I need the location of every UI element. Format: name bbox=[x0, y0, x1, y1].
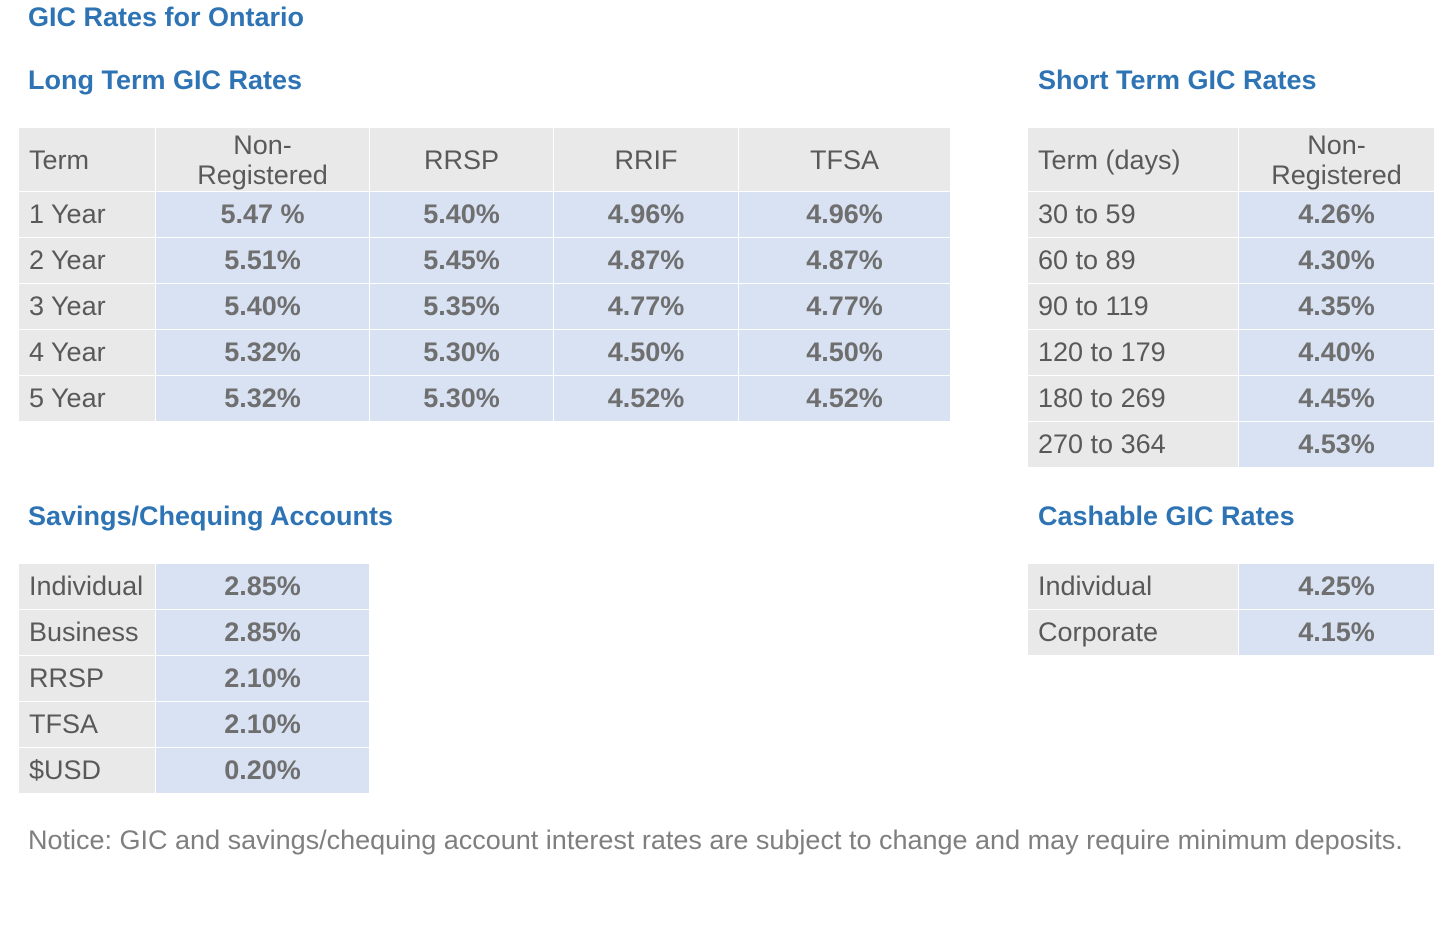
rate-cell: 4.96% bbox=[553, 191, 739, 238]
table-row: 120 to 179 4.40% bbox=[1027, 329, 1435, 376]
header-non-registered-label: Non- Registered bbox=[1271, 129, 1402, 190]
cashable-table: Individual 4.25% Corporate 4.15% bbox=[1027, 563, 1435, 656]
rate-cell: 4.26% bbox=[1238, 191, 1435, 238]
rate-cell: 5.32% bbox=[155, 375, 370, 422]
table-row: 90 to 119 4.35% bbox=[1027, 283, 1435, 330]
rate-cell: 5.30% bbox=[369, 375, 554, 422]
rate-cell: 5.51% bbox=[155, 237, 370, 284]
short-term-table: Term (days) Non- Registered 30 to 59 4.2… bbox=[1027, 127, 1435, 468]
term-cell: 180 to 269 bbox=[1027, 375, 1239, 422]
rate-cell: 5.40% bbox=[155, 283, 370, 330]
rate-cell: 0.20% bbox=[155, 747, 370, 794]
table-row: 5 Year 5.32% 5.30% 4.52% 4.52% bbox=[18, 375, 951, 422]
short-term-header-term: Term (days) bbox=[1027, 127, 1239, 192]
term-cell: 270 to 364 bbox=[1027, 421, 1239, 468]
rate-cell: 4.52% bbox=[553, 375, 739, 422]
rate-cell: 4.50% bbox=[553, 329, 739, 376]
table-row: $USD 0.20% bbox=[18, 747, 370, 794]
table-row: 3 Year 5.40% 5.35% 4.77% 4.77% bbox=[18, 283, 951, 330]
header-non-registered-label: Non- Registered bbox=[197, 129, 328, 190]
table-row: RRSP 2.10% bbox=[18, 655, 370, 702]
rate-cell: 4.40% bbox=[1238, 329, 1435, 376]
short-term-heading: Short Term GIC Rates bbox=[1038, 65, 1317, 95]
rate-cell: 4.96% bbox=[738, 191, 951, 238]
savings-table: Individual 2.85% Business 2.85% RRSP 2.1… bbox=[18, 563, 370, 794]
notice-text: Notice: GIC and savings/chequing account… bbox=[28, 825, 1403, 855]
rate-cell: 2.10% bbox=[155, 655, 370, 702]
table-row: 270 to 364 4.53% bbox=[1027, 421, 1435, 468]
long-term-header-rrsp: RRSP bbox=[369, 127, 554, 192]
rate-cell: 2.85% bbox=[155, 609, 370, 656]
rate-cell: 4.53% bbox=[1238, 421, 1435, 468]
term-cell: 2 Year bbox=[18, 237, 156, 284]
table-row: 60 to 89 4.30% bbox=[1027, 237, 1435, 284]
long-term-header-tfsa: TFSA bbox=[738, 127, 951, 192]
table-row: TFSA 2.10% bbox=[18, 701, 370, 748]
long-term-heading: Long Term GIC Rates bbox=[28, 65, 303, 95]
rate-cell: 4.50% bbox=[738, 329, 951, 376]
term-cell: 5 Year bbox=[18, 375, 156, 422]
account-type-cell: Corporate bbox=[1027, 609, 1239, 656]
rate-cell: 4.15% bbox=[1238, 609, 1435, 656]
table-row: 180 to 269 4.45% bbox=[1027, 375, 1435, 422]
table-row: 4 Year 5.32% 5.30% 4.50% 4.50% bbox=[18, 329, 951, 376]
rate-cell: 4.45% bbox=[1238, 375, 1435, 422]
term-cell: 1 Year bbox=[18, 191, 156, 238]
rate-cell: 2.10% bbox=[155, 701, 370, 748]
short-term-header-row: Term (days) Non- Registered bbox=[1027, 127, 1435, 192]
account-type-cell: TFSA bbox=[18, 701, 156, 748]
rate-cell: 4.25% bbox=[1238, 563, 1435, 610]
term-cell: 4 Year bbox=[18, 329, 156, 376]
account-type-cell: $USD bbox=[18, 747, 156, 794]
account-type-cell: Individual bbox=[1027, 563, 1239, 610]
table-row: 30 to 59 4.26% bbox=[1027, 191, 1435, 238]
long-term-header-rrif: RRIF bbox=[553, 127, 739, 192]
rate-cell: 4.35% bbox=[1238, 283, 1435, 330]
rate-cell: 5.32% bbox=[155, 329, 370, 376]
rate-cell: 4.52% bbox=[738, 375, 951, 422]
page-title: GIC Rates for Ontario bbox=[28, 2, 305, 32]
term-cell: 90 to 119 bbox=[1027, 283, 1239, 330]
table-row: Business 2.85% bbox=[18, 609, 370, 656]
rate-cell: 4.30% bbox=[1238, 237, 1435, 284]
long-term-header-term: Term bbox=[18, 127, 156, 192]
term-cell: 120 to 179 bbox=[1027, 329, 1239, 376]
rate-cell: 5.47 % bbox=[155, 191, 370, 238]
table-row: Corporate 4.15% bbox=[1027, 609, 1435, 656]
rate-cell: 4.77% bbox=[738, 283, 951, 330]
short-term-header-non-registered: Non- Registered bbox=[1238, 127, 1435, 192]
long-term-header-row: Term Non- Registered RRSP RRIF TFSA bbox=[18, 127, 951, 192]
term-cell: 3 Year bbox=[18, 283, 156, 330]
long-term-header-non-registered: Non- Registered bbox=[155, 127, 370, 192]
account-type-cell: Business bbox=[18, 609, 156, 656]
long-term-table: Term Non- Registered RRSP RRIF TFSA 1 Ye… bbox=[18, 127, 951, 422]
cashable-heading: Cashable GIC Rates bbox=[1038, 501, 1295, 531]
rate-cell: 5.30% bbox=[369, 329, 554, 376]
table-row: Individual 2.85% bbox=[18, 563, 370, 610]
table-row: 1 Year 5.47 % 5.40% 4.96% 4.96% bbox=[18, 191, 951, 238]
account-type-cell: Individual bbox=[18, 563, 156, 610]
term-cell: 30 to 59 bbox=[1027, 191, 1239, 238]
rate-cell: 4.77% bbox=[553, 283, 739, 330]
rate-cell: 2.85% bbox=[155, 563, 370, 610]
rate-cell: 4.87% bbox=[738, 237, 951, 284]
rate-cell: 5.45% bbox=[369, 237, 554, 284]
table-row: Individual 4.25% bbox=[1027, 563, 1435, 610]
term-cell: 60 to 89 bbox=[1027, 237, 1239, 284]
rate-cell: 5.35% bbox=[369, 283, 554, 330]
account-type-cell: RRSP bbox=[18, 655, 156, 702]
table-row: 2 Year 5.51% 5.45% 4.87% 4.87% bbox=[18, 237, 951, 284]
rate-cell: 4.87% bbox=[553, 237, 739, 284]
rate-cell: 5.40% bbox=[369, 191, 554, 238]
savings-heading: Savings/Chequing Accounts bbox=[28, 501, 394, 531]
